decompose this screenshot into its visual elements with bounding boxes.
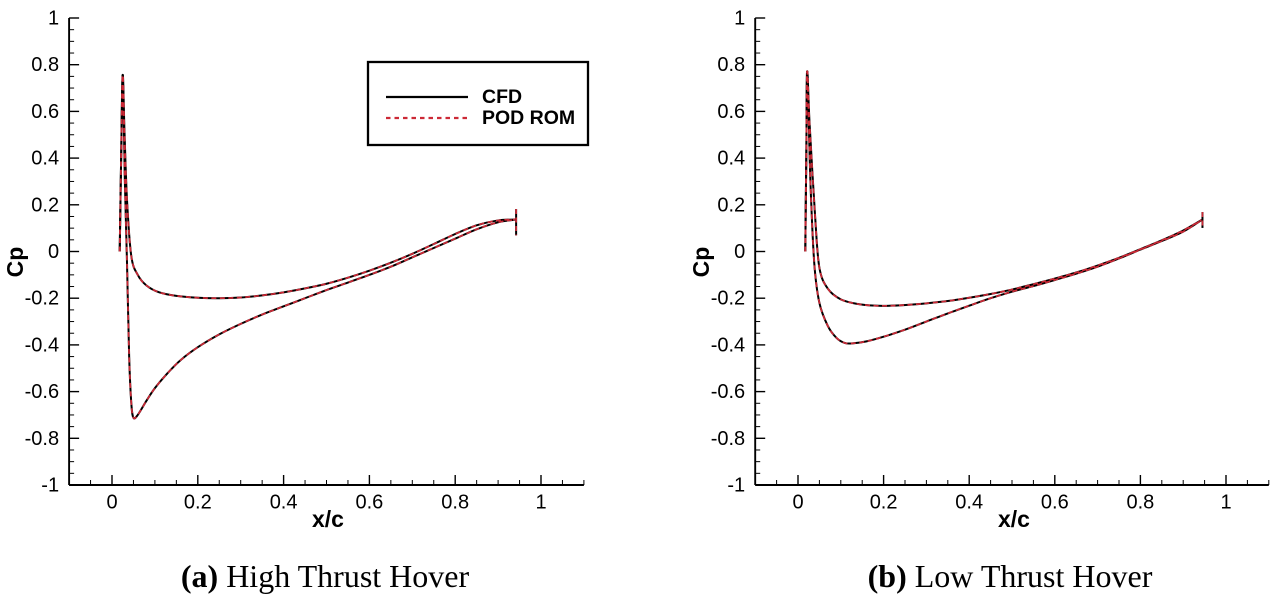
svg-text:0.2: 0.2 (870, 492, 898, 514)
svg-text:0.2: 0.2 (717, 194, 745, 216)
svg-text:0.2: 0.2 (184, 492, 212, 514)
svg-text:0.4: 0.4 (31, 148, 59, 170)
svg-text:1: 1 (734, 8, 745, 30)
svg-text:-0.6: -0.6 (25, 381, 59, 403)
svg-text:-1: -1 (727, 475, 745, 497)
svg-text:0.6: 0.6 (355, 492, 383, 514)
svg-text:0: 0 (106, 492, 117, 514)
svg-text:-0.8: -0.8 (711, 428, 745, 450)
svg-text:-0.2: -0.2 (711, 288, 745, 310)
svg-text:x/c: x/c (312, 506, 344, 532)
svg-text:0.8: 0.8 (441, 492, 469, 514)
svg-text:POD ROM: POD ROM (482, 107, 575, 129)
svg-text:-0.8: -0.8 (25, 428, 59, 450)
svg-text:0.8: 0.8 (31, 54, 59, 76)
svg-text:CFD: CFD (482, 86, 522, 108)
svg-text:0.6: 0.6 (31, 101, 59, 123)
svg-text:0.8: 0.8 (1126, 492, 1154, 514)
svg-text:1: 1 (535, 492, 546, 514)
svg-text:Cp: Cp (688, 247, 714, 278)
svg-text:0: 0 (734, 241, 745, 263)
svg-text:x/c: x/c (998, 506, 1030, 532)
svg-text:0.4: 0.4 (270, 492, 298, 514)
svg-text:-0.4: -0.4 (25, 334, 59, 356)
svg-text:0.2: 0.2 (31, 194, 59, 216)
svg-text:0.4: 0.4 (955, 492, 983, 514)
svg-text:-1: -1 (41, 475, 59, 497)
svg-text:0: 0 (48, 241, 59, 263)
svg-text:1: 1 (1220, 492, 1231, 514)
svg-text:0.8: 0.8 (717, 54, 745, 76)
svg-text:0: 0 (792, 492, 803, 514)
svg-text:-0.2: -0.2 (25, 288, 59, 310)
svg-text:0.6: 0.6 (1041, 492, 1069, 514)
svg-text:-0.4: -0.4 (711, 334, 745, 356)
svg-text:-0.6: -0.6 (711, 381, 745, 403)
svg-text:1: 1 (48, 8, 59, 30)
svg-text:0.6: 0.6 (717, 101, 745, 123)
svg-text:0.4: 0.4 (717, 148, 745, 170)
svg-text:Cp: Cp (2, 247, 28, 278)
